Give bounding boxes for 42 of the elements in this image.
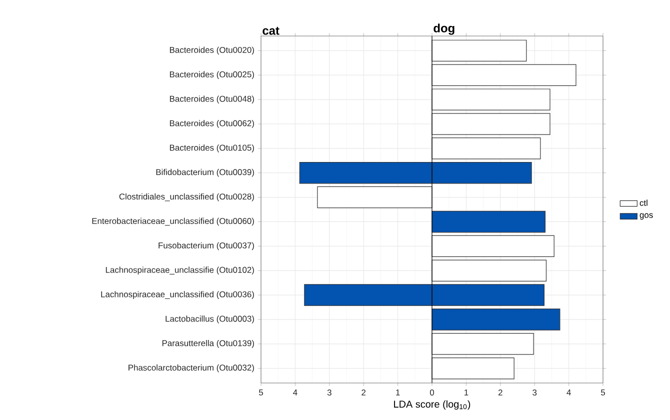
y-tick-label: Clostridiales_unclassified (Otu0028): [119, 193, 254, 202]
bar: [317, 186, 432, 208]
y-tick-label: Bacteroides (Otu0062): [170, 120, 254, 128]
y-tick-label: Lachnospiraceae_unclassifie (Otu0102): [106, 266, 254, 275]
y-tick-label: Phascolarctobacterium (Otu0032): [128, 364, 254, 372]
bar: [432, 357, 514, 380]
y-tick-label: Lactobacillus (Otu0003): [166, 316, 254, 324]
y-tick-label: Bacteroides (Otu0020): [170, 46, 254, 55]
x-tick-label: 2: [498, 390, 502, 396]
x-tick-label: 1: [396, 390, 400, 396]
bar: [432, 333, 534, 355]
text: dog: [434, 24, 454, 35]
x-tick-label: 4: [566, 390, 571, 396]
bar: [432, 40, 527, 62]
bar: [432, 308, 560, 330]
x-tick-label: 2: [362, 390, 366, 396]
y-tick-label: Bacteroides (Otu0048): [170, 96, 254, 104]
x-tick-label: 0: [430, 390, 434, 396]
y-tick-label: Parasutterella (Otu0139): [162, 340, 254, 348]
y-tick-label: Bacteroides (Otu0105): [170, 144, 254, 152]
x-tick-label: 5: [258, 390, 264, 396]
x-tick-label: 4: [293, 390, 298, 396]
x-tick-label: 5: [600, 390, 606, 396]
y-tick-label: Fusobacterium (Otu0037): [158, 242, 254, 250]
bar: [432, 88, 550, 110]
y-tick-label: Enterobacteriaceae_unclassified (Otu0060): [92, 218, 254, 226]
x-axis-title: LDA score (log$_{10}$): [394, 400, 470, 410]
x-tick-label: 1: [464, 390, 468, 396]
x-tick-label: 3: [532, 390, 537, 396]
bar: [432, 113, 550, 135]
x-tick-label: 3: [327, 390, 332, 396]
legend-label: ctl: [640, 200, 648, 206]
bar: [432, 260, 547, 282]
bar: [432, 138, 541, 160]
legend-label: gos: [640, 213, 653, 220]
text: cat: [262, 26, 280, 35]
bar: [432, 235, 554, 258]
bar: [432, 210, 546, 233]
y-tick-label: Bacteroides (Otu0025): [170, 71, 254, 80]
bar: [432, 64, 576, 86]
y-tick-label: Lachnospiraceae_unclassified (Otu0036): [101, 291, 254, 299]
y-tick-label: Bifidobacterium (Otu0039): [156, 168, 254, 177]
